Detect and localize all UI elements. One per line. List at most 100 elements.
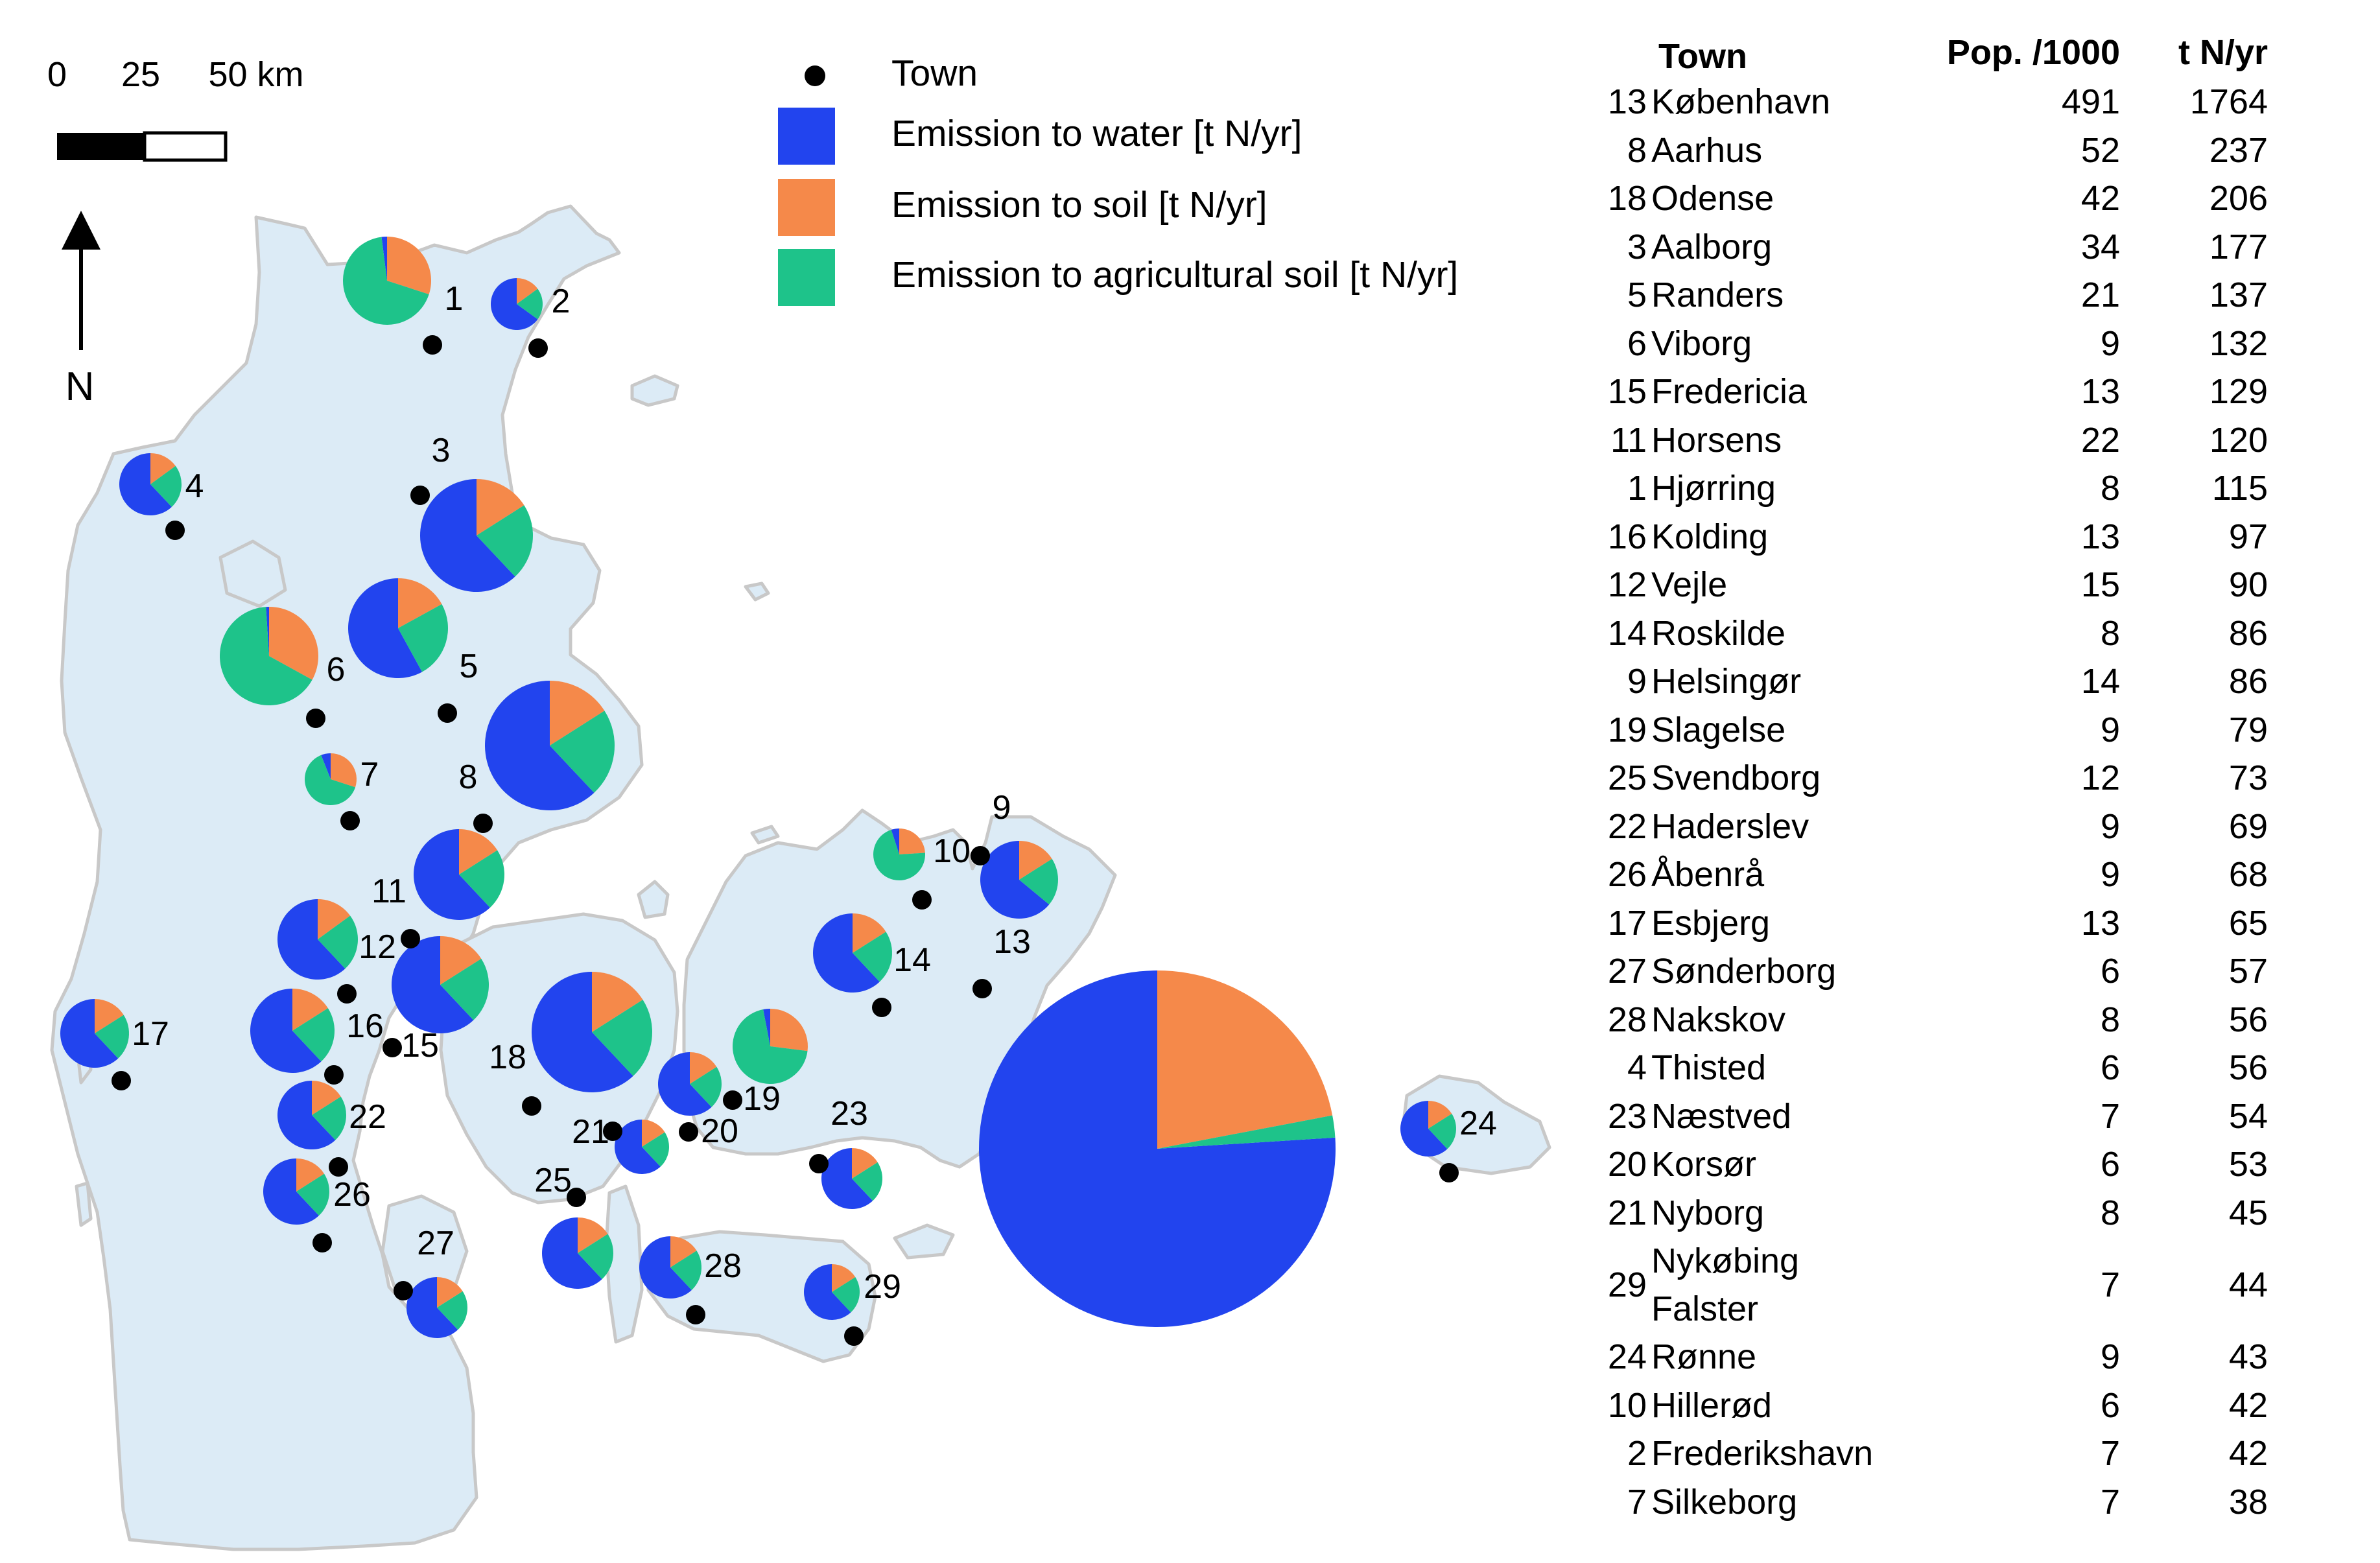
pie-layer <box>60 237 1456 1338</box>
table-cell-population: 7 <box>2100 1482 2120 1522</box>
north-arrow-label: N <box>65 364 95 409</box>
town-marker-7 <box>340 811 360 830</box>
table-row: 28 Nakskov 8 56 <box>1582 996 2360 1044</box>
table-cell-population: 12 <box>2080 758 2120 797</box>
pie-town-27 <box>406 1277 467 1338</box>
town-marker-8 <box>473 814 493 833</box>
pie-slice-agricultural-soil <box>642 1132 670 1167</box>
table-cell-population: 6 <box>2100 1145 2120 1184</box>
table-cell-town: Næstved <box>1651 1096 1792 1136</box>
table-cell-emission: 42 <box>2228 1385 2268 1425</box>
pie-slice-soil <box>832 1264 856 1292</box>
town-marker-27 <box>394 1281 413 1300</box>
table-cell-population: 13 <box>2080 903 2120 943</box>
pie-town-2 <box>491 278 543 330</box>
pie-town-26 <box>263 1158 329 1225</box>
pie-town-24 <box>1400 1101 1456 1157</box>
table-cell-rank: 8 <box>1627 130 1647 170</box>
pie-town-23 <box>821 1148 882 1209</box>
pie-slice-soil <box>550 681 605 746</box>
town-number-label: 19 <box>743 1080 781 1118</box>
pie-town-16 <box>250 989 335 1074</box>
scale-tick-0: 0 <box>47 55 67 94</box>
town-number-label: 25 <box>534 1162 572 1199</box>
town-number-label: 23 <box>831 1095 868 1133</box>
table-cell-rank: 1 <box>1627 469 1647 508</box>
table-row: 20 Korsør 6 53 <box>1582 1140 2360 1189</box>
table-cell-rank: 15 <box>1607 372 1647 411</box>
table-cell-emission: 177 <box>2209 227 2268 266</box>
pie-slice-water <box>321 753 331 779</box>
table-cell-emission: 65 <box>2228 903 2268 943</box>
town-marker-22 <box>329 1157 348 1177</box>
table-cell-rank: 29 <box>1607 1265 1647 1304</box>
pie-slice-agricultural-soil <box>852 1162 882 1201</box>
table-row: 21 Nyborg 8 45 <box>1582 1189 2360 1238</box>
pie-slice-soil <box>1157 970 1333 1149</box>
town-marker-layer <box>112 335 1459 1346</box>
table-cell-rank: 22 <box>1607 806 1647 846</box>
table-cell-emission: 54 <box>2228 1096 2268 1136</box>
table-cell-population: 9 <box>2100 1337 2120 1376</box>
table-cell-population: 8 <box>2100 1000 2120 1039</box>
table-row: 10 Hillerød 6 42 <box>1582 1381 2360 1430</box>
table-cell-rank: 12 <box>1607 565 1647 604</box>
pie-slice-soil <box>387 237 431 295</box>
north-arrow: N <box>62 211 100 409</box>
town-number-label: 16 <box>346 1007 384 1045</box>
table-row: 18 Odense 42 206 <box>1582 174 2360 223</box>
pie-slice-agricultural-soil <box>670 1251 702 1290</box>
table-cell-emission: 120 <box>2209 420 2268 460</box>
pie-town-28 <box>639 1236 702 1299</box>
table-cell-population: 21 <box>2080 276 2120 314</box>
anholt-island <box>744 582 770 602</box>
town-marker-26 <box>312 1233 332 1252</box>
legend-agricultural-soil-swatch <box>778 249 835 306</box>
pie-slice-water <box>277 1081 336 1149</box>
pie-town-13 <box>979 970 1336 1327</box>
table-cell-emission: 79 <box>2228 710 2268 749</box>
town-marker-16 <box>324 1065 344 1085</box>
table-row: 6 Viborg 9 132 <box>1582 320 2360 368</box>
pie-slice-agricultural-soil <box>292 1008 335 1062</box>
pie-town-20 <box>658 1052 722 1116</box>
pie-slice-soil <box>853 913 886 953</box>
table-cell-emission: 137 <box>2209 276 2268 314</box>
legend-soil-swatch <box>778 179 835 236</box>
town-number-label: 1 <box>445 280 464 318</box>
table-cell-emission: 53 <box>2228 1145 2268 1184</box>
pie-slice-water <box>821 1148 873 1209</box>
pie-slice-water <box>60 999 119 1068</box>
table-row: 5 Randers 21 137 <box>1582 271 2360 320</box>
table-cell-emission: 57 <box>2228 952 2268 991</box>
pie-slice-soil <box>312 1081 341 1115</box>
table-cell-population: 7 <box>2100 1434 2120 1473</box>
pie-town-3 <box>419 479 533 593</box>
table-cell-town: Viborg <box>1651 323 1752 363</box>
town-marker-21 <box>603 1122 622 1141</box>
table-cell-town: Odense <box>1651 179 1774 218</box>
table-cell-population: 8 <box>2100 469 2120 508</box>
table-cell-rank: 10 <box>1607 1385 1647 1425</box>
pie-slice-agricultural-soil <box>517 288 543 320</box>
table-row: 8 Aarhus 52 237 <box>1582 126 2360 175</box>
legend-town-label: Town <box>891 53 978 94</box>
table-cell-emission: 97 <box>2228 517 2268 556</box>
table-cell-town: Hjørring <box>1651 469 1776 508</box>
pie-slice-agricultural-soil <box>732 1009 808 1084</box>
table-cell-town: Haderslev <box>1651 806 1809 846</box>
table-cell-town: Roskilde <box>1651 613 1786 653</box>
table-cell-rank: 6 <box>1627 323 1647 363</box>
table-cell-town: Aarhus <box>1651 130 1763 170</box>
pie-slice-agricultural-soil <box>873 829 925 880</box>
pie-slice-agricultural-soil <box>398 604 448 672</box>
pie-slice-soil <box>296 1158 325 1192</box>
table-cell-emission: 86 <box>2228 662 2268 701</box>
pie-slice-soil <box>690 1052 717 1084</box>
legend-town-marker-icon <box>805 65 825 86</box>
table-cell-rank: 28 <box>1607 1000 1647 1039</box>
legend-soil-label: Emission to soil [t N/yr] <box>891 184 1267 226</box>
town-number-label: 2 <box>552 283 571 320</box>
pie-town-5 <box>348 578 448 678</box>
table-row: 9 Helsingør 14 86 <box>1582 657 2360 706</box>
